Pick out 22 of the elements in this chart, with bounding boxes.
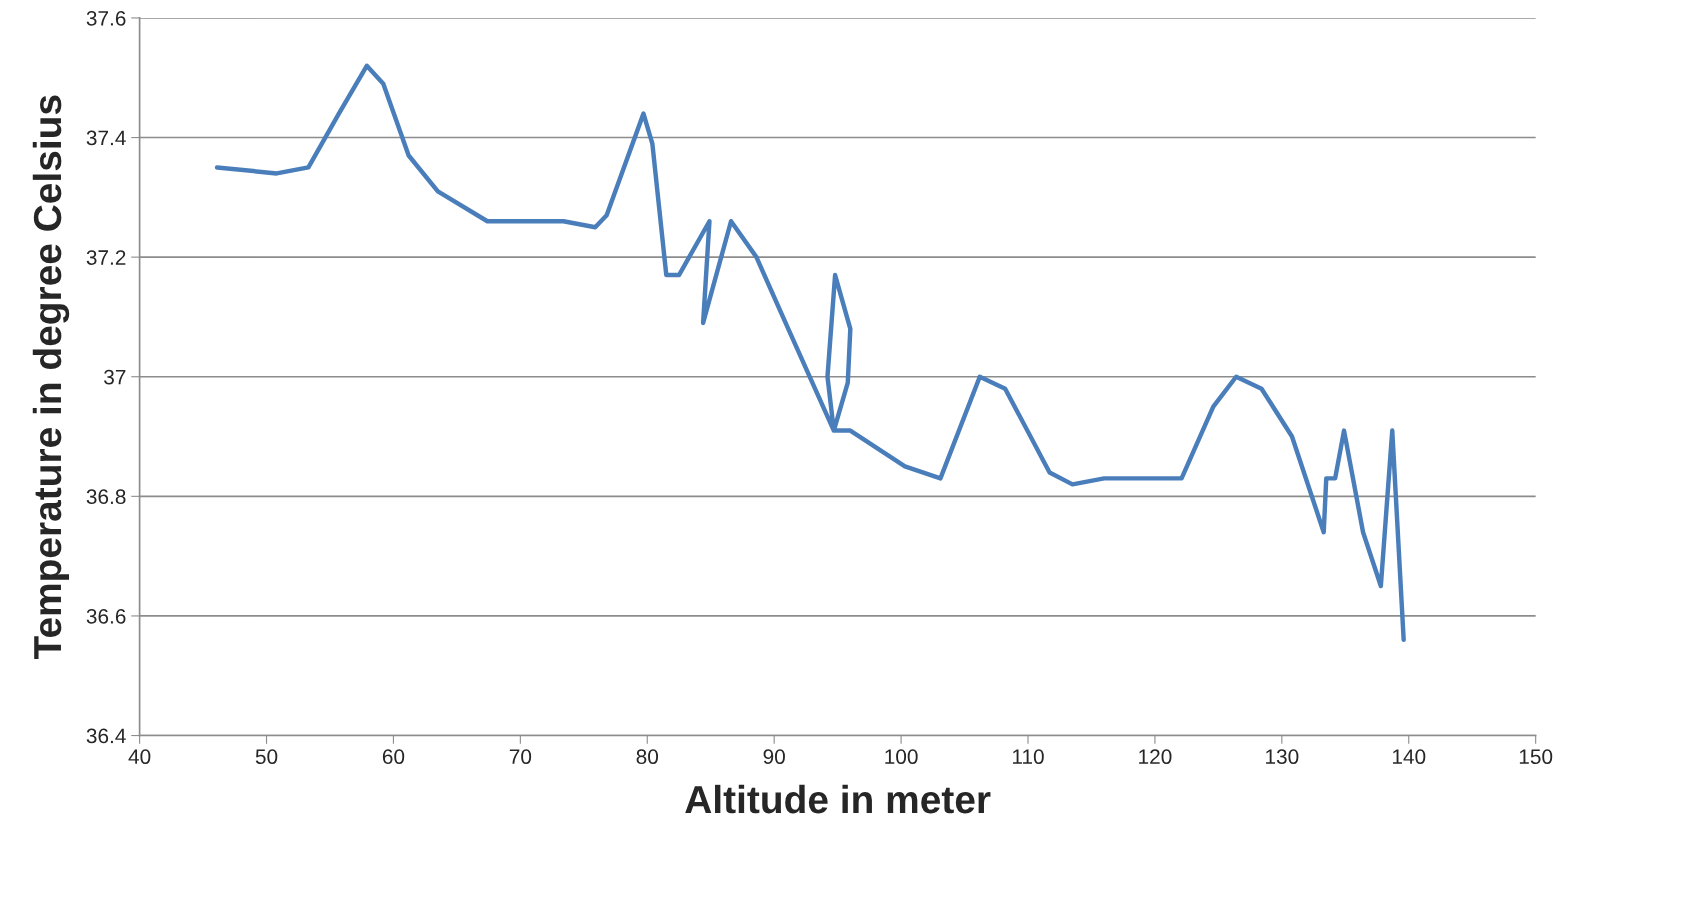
x-tick-label: 90 [763,749,785,765]
x-tick-label: 60 [382,749,405,765]
y-tick-label: 36.6 [86,608,126,624]
x-tick-label: 70 [509,749,532,765]
line-series [214,63,1406,643]
y-tick-label: 37.4 [86,130,126,146]
y-tick-label: 37.6 [86,10,126,26]
x-tick-label: 80 [636,749,659,765]
x-tick-label: 110 [1012,749,1044,765]
x-tick-label: 40 [128,749,151,765]
y-tick-label: 36.4 [86,728,126,744]
y-tick-label: 36.8 [86,489,126,505]
x-axis-title: Altitude in meter [685,784,991,814]
y-axis-title: Temperature in degree Celsius [32,95,70,660]
x-tick-label: 100 [885,749,918,765]
y-tick-label: 37.2 [86,250,126,265]
x-tick-label: 140 [1392,749,1426,765]
x-tick-label: 120 [1139,749,1172,765]
x-tick-label: 50 [255,749,278,765]
x-tick-label: 150 [1519,749,1553,765]
x-tick-label: 130 [1266,749,1299,765]
y-tick-label: 37 [104,369,126,385]
